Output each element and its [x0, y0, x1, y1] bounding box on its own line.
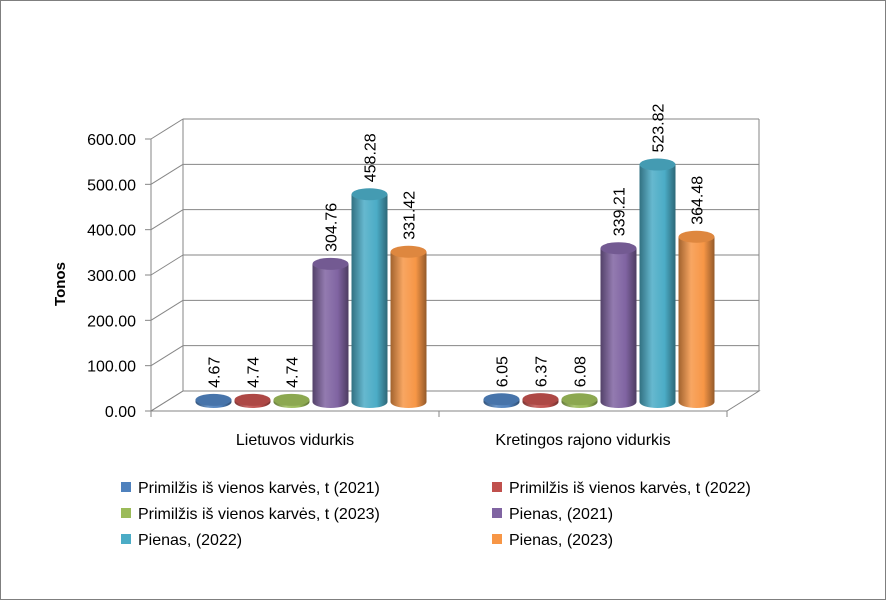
- bar-body: [390, 251, 427, 408]
- bar-top: [390, 245, 427, 258]
- legend-item: Primilžis iš vienos karvės, t (2022): [492, 480, 751, 497]
- data-label: 4.74: [246, 357, 263, 388]
- data-label: 339.21: [612, 187, 629, 236]
- legend-label: Pienas, (2022): [138, 532, 242, 549]
- legend-label: Primilžis iš vienos karvės, t (2022): [509, 480, 751, 497]
- bar: [351, 188, 388, 408]
- bar: [195, 393, 232, 408]
- x-category-label: Lietuvos vidurkis: [236, 432, 354, 449]
- bar: [639, 158, 676, 408]
- bar: [312, 257, 349, 408]
- bar-top: [639, 158, 676, 171]
- side-gridline: [150, 163, 184, 185]
- bar: [390, 245, 427, 408]
- side-gridline: [150, 390, 184, 412]
- bar-top: [234, 393, 271, 406]
- bar-top: [483, 393, 520, 406]
- legend-item: Primilžis iš vienos karvės, t (2023): [121, 506, 380, 523]
- bar-top: [600, 242, 637, 255]
- bar-top: [561, 393, 598, 406]
- legend-swatch: [121, 482, 131, 492]
- bar: [561, 393, 598, 408]
- legend-item: Pienas, (2021): [492, 506, 613, 523]
- bar: [522, 393, 559, 408]
- bar-body: [639, 164, 676, 408]
- data-label: 6.05: [495, 356, 512, 387]
- legend-swatch: [121, 508, 131, 518]
- legend-swatch: [492, 482, 502, 492]
- bar-top: [273, 393, 310, 406]
- axes: [145, 138, 728, 417]
- bar-top: [351, 188, 388, 201]
- bar: [234, 393, 271, 408]
- x-category-label: Kretingos rajono vidurkis: [495, 432, 670, 449]
- data-label: 6.37: [534, 356, 551, 387]
- data-label: 304.76: [324, 203, 341, 252]
- y-tick-label: 100.00: [87, 359, 136, 376]
- y-axis-label: Tonos: [52, 262, 69, 306]
- y-tick-label: 0.00: [105, 404, 136, 421]
- legend-swatch: [492, 508, 502, 518]
- bars: [195, 158, 715, 408]
- side-gridline: [150, 345, 184, 367]
- bar-top: [195, 393, 232, 406]
- y-tick-label: 200.00: [87, 313, 136, 330]
- y-tick-label: 400.00: [87, 223, 136, 240]
- data-label: 364.48: [690, 176, 707, 225]
- y-tick-label: 600.00: [87, 132, 136, 149]
- side-gridline: [150, 209, 184, 231]
- side-gridline: [150, 118, 184, 140]
- legend: Primilžis iš vienos karvės, t (2021) Prim…: [121, 480, 751, 549]
- legend-label: Pienas, (2023): [509, 532, 613, 549]
- category-labels: Lietuvos vidurkis Kretingos rajono vidurk…: [236, 432, 671, 449]
- bar-body: [351, 194, 388, 408]
- bar: [678, 230, 715, 408]
- bar-top: [312, 257, 349, 270]
- data-label: 4.67: [207, 357, 224, 388]
- bar: [600, 242, 637, 408]
- legend-label: Pienas, (2021): [509, 506, 613, 523]
- legend-item: Primilžis iš vienos karvės, t (2021): [121, 480, 380, 497]
- bar-body: [678, 236, 715, 408]
- data-label: 331.42: [402, 191, 419, 240]
- legend-label: Primilžis iš vienos karvės, t (2023): [138, 506, 380, 523]
- data-label: 6.08: [573, 356, 590, 387]
- legend-item: Pienas, (2023): [492, 532, 613, 549]
- legend-label: Primilžis iš vienos karvės, t (2021): [138, 480, 380, 497]
- legend-swatch: [492, 534, 502, 544]
- bar: [483, 393, 520, 408]
- bar-body: [600, 248, 637, 408]
- y-tick-labels: 0.00 100.00 200.00 300.00 400.00 500.00 600.00: [87, 132, 136, 421]
- legend-item: Pienas, (2022): [121, 532, 242, 549]
- y-tick-label: 300.00: [87, 268, 136, 285]
- bar-body: [312, 263, 349, 408]
- data-label: 523.82: [651, 103, 668, 152]
- bar-top: [678, 230, 715, 243]
- data-labels: 4.67 4.74 4.74 304.76 458.28 331.42 6.05 6.37 6.…: [207, 103, 707, 387]
- side-gridline: [150, 254, 184, 276]
- legend-swatch: [121, 534, 131, 544]
- bar: [273, 393, 310, 408]
- data-label: 4.74: [285, 357, 302, 388]
- data-label: 458.28: [363, 133, 380, 182]
- bar-top: [522, 393, 559, 406]
- side-gridline: [150, 299, 184, 321]
- y-tick-label: 500.00: [87, 177, 136, 194]
